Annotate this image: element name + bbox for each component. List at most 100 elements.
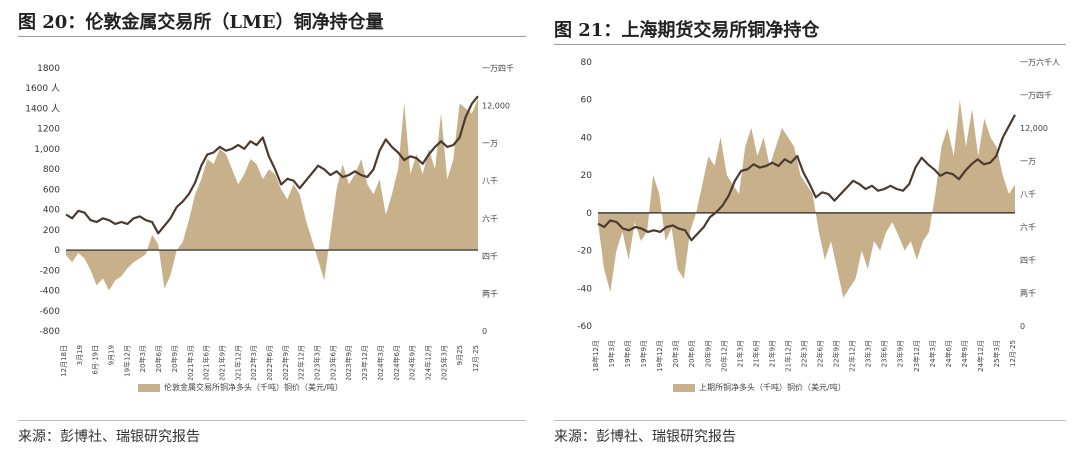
x-axis-tick: 21年6月 xyxy=(751,340,760,367)
x-axis-tick: 2022年12月 xyxy=(297,345,306,380)
net-long-area xyxy=(66,98,478,291)
source-divider xyxy=(18,420,526,421)
left-axis-tick: -600 xyxy=(40,307,61,317)
x-axis-tick: 18年12月 xyxy=(591,340,600,372)
right-axis-tick: 六千 xyxy=(482,213,498,223)
x-axis-tick: 24年3月 xyxy=(928,340,937,367)
x-axis-tick: 6月·19日 xyxy=(92,345,100,375)
right-axis-tick: 一万 xyxy=(482,139,498,148)
x-axis-tick: 2023年3月 xyxy=(313,345,322,380)
right-axis-tick: 四千 xyxy=(482,251,498,261)
lme-chart: 1800 1600 人 1400 人 1200 1,000 800 600 400 200 0 -2… xyxy=(25,63,514,380)
left-axis-tick: 40 xyxy=(581,133,593,143)
x-axis-tick: 2023年9月 xyxy=(344,345,353,380)
x-axis-tick: 23年9月 xyxy=(896,340,905,367)
right-axis-tick: 两千 xyxy=(1020,288,1036,298)
x-axis-tick: 2021年9月 xyxy=(217,345,226,380)
left-axis-tick: 1800 xyxy=(37,64,60,74)
chart-legend: 上期所铜净多头（千吨）铜价（美元/吨） xyxy=(673,382,846,393)
left-axis-tick: 0 xyxy=(54,246,60,256)
right-axis-tick: 12,000 xyxy=(482,102,510,111)
left-axis-tick: 600 xyxy=(43,185,60,195)
x-axis-tick: 2024年12月 xyxy=(423,345,432,380)
x-axis-tick: 21年12月 xyxy=(783,340,792,372)
right-axis-tick: 八千 xyxy=(482,176,498,186)
right-axis-tick: 一万四千 xyxy=(482,63,514,73)
left-axis-tick: -40 xyxy=(577,284,592,294)
x-axis-tick: 20年6月 xyxy=(154,345,163,372)
x-axis-tick: 2023年12月 xyxy=(360,345,369,380)
x-axis-tick: 2021年12月 xyxy=(233,345,242,380)
x-axis-tick: 12月·25 xyxy=(472,345,480,372)
right-axis-tick: 八千 xyxy=(1020,189,1036,199)
x-axis-tick: 19年9月 xyxy=(639,340,648,367)
x-axis-tick: 25年3月 xyxy=(992,340,1001,367)
shfe-chart-panel: 图 21：上海期货交易所铜净持仓 80 60 40 20 0 -20 -40 -60 一万六千人… xyxy=(540,0,1080,476)
x-axis-tick: 19年12月 xyxy=(122,345,131,377)
x-axis-tick: 2024年3月 xyxy=(376,345,385,380)
chart-legend: 伦敦金属交易所铜净多头（千吨）铜价（美元/吨） xyxy=(138,382,343,393)
x-axis-tick: 24年12月 xyxy=(976,340,985,372)
legend-label: 伦敦金属交易所铜净多头（千吨）铜价（美元/吨） xyxy=(164,383,343,392)
left-axis-tick: 20 xyxy=(581,171,593,181)
right-axis-tick: 一万 xyxy=(1020,157,1036,166)
x-axis-tick: 19年3月 xyxy=(607,340,616,367)
left-axis-tick: 1,000 xyxy=(34,145,60,155)
left-axis-tick: 0 xyxy=(586,209,592,219)
left-axis-tick: 80 xyxy=(581,58,593,68)
x-axis-tick: 9月19 xyxy=(108,345,116,365)
left-axis-tick: -60 xyxy=(577,322,592,332)
left-axis-tick: -20 xyxy=(577,247,592,257)
right-axis-tick: 一万六千人 xyxy=(1020,57,1060,67)
chart-title: 图 21：上海期货交易所铜净持仓 xyxy=(554,20,820,41)
x-axis-tick: 2025年3月 xyxy=(439,345,448,380)
left-axis-tick: 1200 xyxy=(37,125,60,135)
x-axis-tick: 24年6月 xyxy=(944,340,953,367)
left-axis-tick: -200 xyxy=(40,266,61,276)
right-axis-tick: 0 xyxy=(482,327,487,336)
x-axis-tick: 20年3月 xyxy=(671,340,680,367)
x-axis-tick: 19年6月 xyxy=(623,340,632,367)
x-axis-tick: 2024年6月 xyxy=(392,345,401,380)
x-axis-tick: 20年9月 xyxy=(703,340,712,367)
left-axis-tick: -400 xyxy=(40,287,61,297)
x-axis-tick: 23年3月 xyxy=(864,340,873,367)
right-axis-tick: 一万四千 xyxy=(1020,90,1052,100)
x-axis-tick: 22年3月 xyxy=(800,340,809,367)
copper-price-line xyxy=(65,95,479,235)
left-axis-tick: 1400 人 xyxy=(25,103,60,114)
x-axis-tick: 24年9月 xyxy=(960,340,969,367)
legend-label: 上期所铜净多头（千吨）铜价（美元/吨） xyxy=(699,383,846,392)
left-axis-tick: 60 xyxy=(581,96,593,106)
copper-price-line xyxy=(597,114,1016,242)
net-long-area xyxy=(598,99,1015,298)
legend-swatch xyxy=(673,383,695,392)
x-axis-tick: 22年9月 xyxy=(832,340,841,367)
left-axis-tick: 800 xyxy=(43,165,60,175)
x-axis-tick: 9月25 xyxy=(456,345,464,365)
legend-swatch xyxy=(138,383,160,392)
x-axis-tick: 21年9月 xyxy=(767,340,776,367)
x-axis-tick: 20年3月 xyxy=(138,345,147,372)
x-axis-tick: 22年12月 xyxy=(848,340,857,372)
title-divider xyxy=(554,44,1066,45)
x-axis-tick: 2022年6月 xyxy=(265,345,274,380)
x-axis-tick: 2022年3月 xyxy=(249,345,258,380)
right-axis-tick: 两千 xyxy=(482,288,498,298)
source-note: 来源：彭博社、瑞银研究报告 xyxy=(18,429,200,445)
right-axis-tick: 四千 xyxy=(1020,255,1036,265)
x-axis-tick: 23年12月 xyxy=(912,340,921,372)
source-note: 来源：彭博社、瑞银研究报告 xyxy=(554,429,736,445)
x-axis-tick: 20年9月 xyxy=(170,345,179,372)
x-axis-tick: 22年6月 xyxy=(816,340,825,367)
x-axis-tick: 12月18日 xyxy=(60,345,68,377)
left-axis-tick: 200 xyxy=(43,226,60,236)
x-axis-tick: 20年6月 xyxy=(687,340,696,367)
x-axis-tick: 23年6月 xyxy=(880,340,889,367)
source-divider xyxy=(554,420,1066,421)
x-axis-tick: 2021年6月 xyxy=(202,345,211,380)
right-axis-tick: 0 xyxy=(1020,322,1025,331)
x-axis-tick: 21年3月 xyxy=(735,340,744,367)
